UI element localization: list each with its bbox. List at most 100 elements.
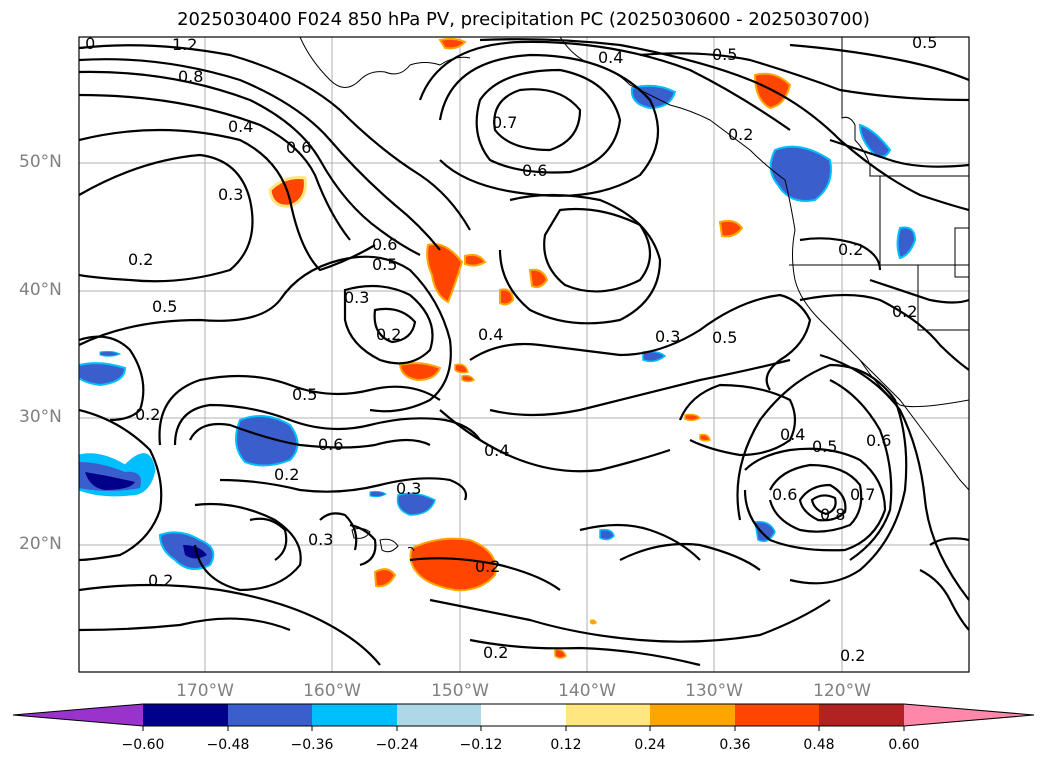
precip-blob: [438, 37, 467, 50]
contour-label: 0.3: [655, 327, 680, 346]
contour-label: 0.5: [812, 437, 837, 456]
contour-label: 0.6: [866, 431, 891, 450]
precip-blob: [896, 226, 917, 260]
contour-label: 0.2: [148, 571, 173, 590]
precip-blob: [183, 545, 207, 559]
colorbar-segment: [228, 704, 312, 726]
colorbar-extend-low: [13, 704, 143, 726]
lat-label-30n: 30°N: [19, 407, 62, 427]
contour-label: 0.2: [728, 125, 753, 144]
colorbar-tick-label: 0.48: [803, 737, 835, 753]
colorbar-extend-high: [904, 704, 1034, 726]
precip-blob: [398, 362, 442, 382]
precip-blob: [554, 648, 567, 659]
colorbar-segment: [143, 704, 228, 726]
precip-blob: [499, 288, 515, 306]
contour-label: 0.5: [152, 297, 177, 316]
colorbar: [12, 703, 1035, 731]
precip-blob: [373, 568, 397, 588]
contour-label: 0.2: [475, 557, 500, 576]
colorbar-tick-label: −0.60: [121, 737, 165, 753]
contour-label: 0.7: [850, 485, 875, 504]
precip-blob: [858, 123, 892, 158]
precip-blob: [590, 619, 597, 625]
contour-label: 0.2: [376, 325, 401, 344]
pv-contours: [79, 38, 969, 667]
contour-label: 0.4: [598, 48, 623, 67]
contour-label: 0.7: [492, 113, 517, 132]
colorbar-tick-label: 0.60: [888, 737, 920, 753]
contour-label: 0.2: [274, 465, 299, 484]
contour-label: 0.3: [308, 530, 333, 549]
precip-blob: [461, 374, 476, 383]
lon-label-130w: 130°W: [685, 681, 743, 701]
contour-label: 0.6: [772, 485, 797, 504]
precip-blob: [409, 537, 497, 592]
contour-label: 0.2: [840, 646, 865, 665]
contour-label: 0.4: [478, 325, 503, 344]
contour-label: 1.2: [172, 35, 197, 54]
contour-label: 0.4: [484, 441, 509, 460]
contour-labels: .0 1.2 0.8 0.4 0.6 0.3 0.2 0.5 0.4 0.5 0…: [80, 33, 937, 665]
colorbar-segment: [566, 704, 650, 726]
lat-label-20n: 20°N: [19, 534, 62, 554]
contour-label: 0.5: [372, 255, 397, 274]
lon-label-170w: 170°W: [176, 681, 234, 701]
contour-label: 0.6: [372, 235, 397, 254]
lon-label-150w: 150°W: [431, 681, 489, 701]
map-title: 2025030400 F024 850 hPa PV, precipitatio…: [177, 9, 870, 30]
contour-label: 0.2: [838, 240, 863, 259]
colorbar-segment: [819, 704, 904, 726]
contour-label: 0.5: [912, 33, 937, 52]
colorbar-tick-label: −0.24: [375, 737, 419, 753]
precip-blob: [528, 268, 549, 289]
colorbar-tick-label: 0.36: [719, 737, 751, 753]
precip-blob: [718, 219, 744, 238]
colorbar-segment: [735, 704, 819, 726]
contour-label: 0.6: [522, 161, 547, 180]
colorbar-segment: [481, 704, 566, 726]
precip-blob: [369, 490, 387, 498]
precip-blob: [699, 433, 711, 442]
contour-label: 0.3: [344, 288, 369, 307]
contour-label: 0.4: [780, 425, 805, 444]
contour-label: .0: [80, 34, 95, 53]
precip-blob: [754, 520, 776, 543]
colorbar-tick-label: −0.48: [206, 737, 250, 753]
colorbar-segment: [650, 704, 735, 726]
contour-label: 0.2: [892, 302, 917, 321]
precip-blob: [426, 243, 464, 304]
precip-blob: [396, 492, 436, 516]
map-frame: [78, 36, 970, 673]
precip-positive: [268, 37, 792, 659]
contour-label: 0.6: [286, 138, 311, 157]
contour-label: 0.6: [318, 435, 343, 454]
contour-label: 0.2: [128, 250, 153, 269]
contour-label: 0.3: [396, 479, 421, 498]
contour-label: 0.8: [820, 505, 845, 524]
contour-label: 0.4: [228, 117, 253, 136]
lat-label-40n: 40°N: [19, 280, 62, 300]
lon-label-120w: 120°W: [813, 681, 871, 701]
contour-label: 0.2: [135, 405, 160, 424]
colorbar-tick-label: 0.12: [550, 737, 582, 753]
lat-label-50n: 50°N: [19, 152, 62, 172]
precip-blob: [454, 363, 469, 374]
precip-blob: [235, 415, 299, 467]
contour-label: 0.3: [218, 185, 243, 204]
precip-blob: [684, 413, 702, 422]
contour-label: 0.5: [292, 385, 317, 404]
contour-label: 0.8: [178, 67, 203, 86]
colorbar-tick-label: 0.24: [634, 737, 666, 753]
colorbar-tick-label: −0.36: [290, 737, 334, 753]
precip-blob: [599, 528, 615, 541]
lon-label-160w: 160°W: [303, 681, 361, 701]
contour-label: 0.5: [712, 45, 737, 64]
lon-label-140w: 140°W: [558, 681, 616, 701]
contour-label: 0.2: [483, 643, 508, 662]
colorbar-segment: [397, 704, 481, 726]
precip-blob: [79, 362, 127, 387]
precip-blob: [464, 253, 487, 267]
precip-blob: [99, 350, 122, 357]
